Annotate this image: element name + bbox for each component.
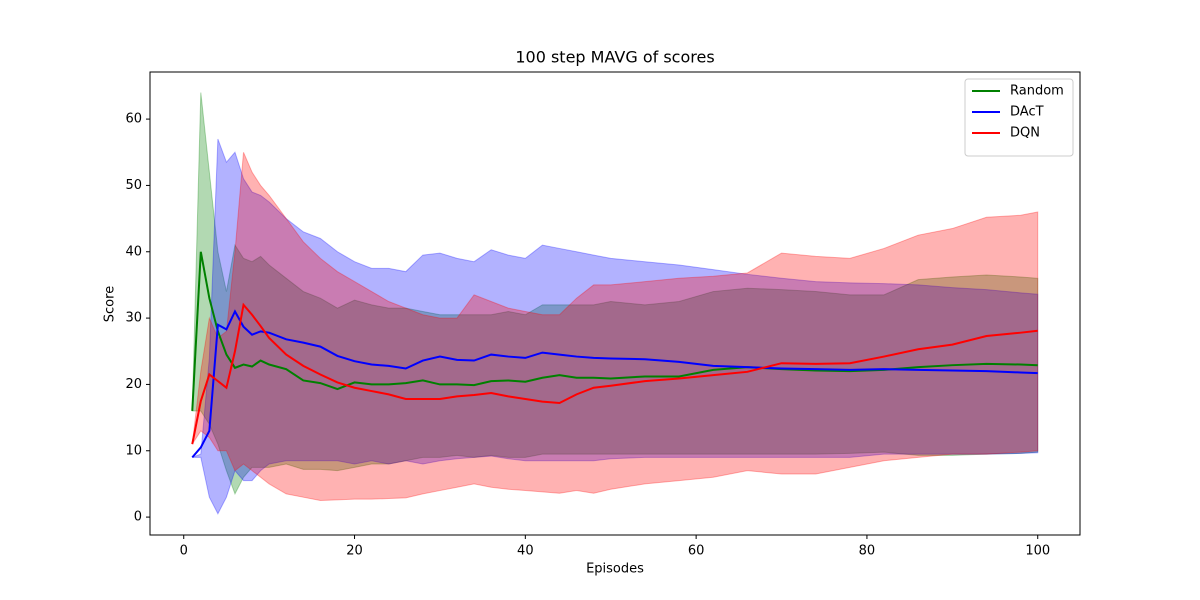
x-tick-label: 60 [688, 544, 705, 559]
axes-frame [149, 71, 1081, 536]
y-tick-label: 30 [125, 311, 142, 326]
confidence-band [192, 138, 1039, 515]
x-tick-label: 80 [859, 544, 876, 559]
y-tick-label: 20 [125, 377, 142, 392]
y-tick-label: 60 [125, 112, 142, 127]
y-tick-label: 50 [125, 178, 142, 193]
series-line [191, 251, 1038, 412]
confidence-band [191, 92, 1039, 496]
legend-label: Random [1010, 84, 1064, 99]
x-tick-label: 20 [346, 544, 363, 559]
x-tick-label: 40 [517, 544, 534, 559]
series-line [191, 302, 1038, 445]
plot-area [191, 92, 1039, 515]
x-axis-label: Episodes [586, 562, 644, 577]
x-tick-label: 0 [180, 544, 188, 559]
y-tick-label: 40 [125, 244, 142, 259]
y-tick-label: 0 [134, 510, 142, 525]
legend-box [964, 78, 1074, 157]
legend: Random DAcT DQN [964, 78, 1074, 157]
chart-title: 100 step MAVG of scores [515, 48, 714, 67]
legend-label: DAcT [1010, 105, 1044, 120]
legend-label: DQN [1010, 126, 1040, 141]
x-tick-label: 100 [1025, 544, 1050, 559]
y-axis-label: Score [103, 286, 118, 322]
y-tick-label: 10 [125, 443, 142, 458]
series-line [191, 309, 1038, 459]
